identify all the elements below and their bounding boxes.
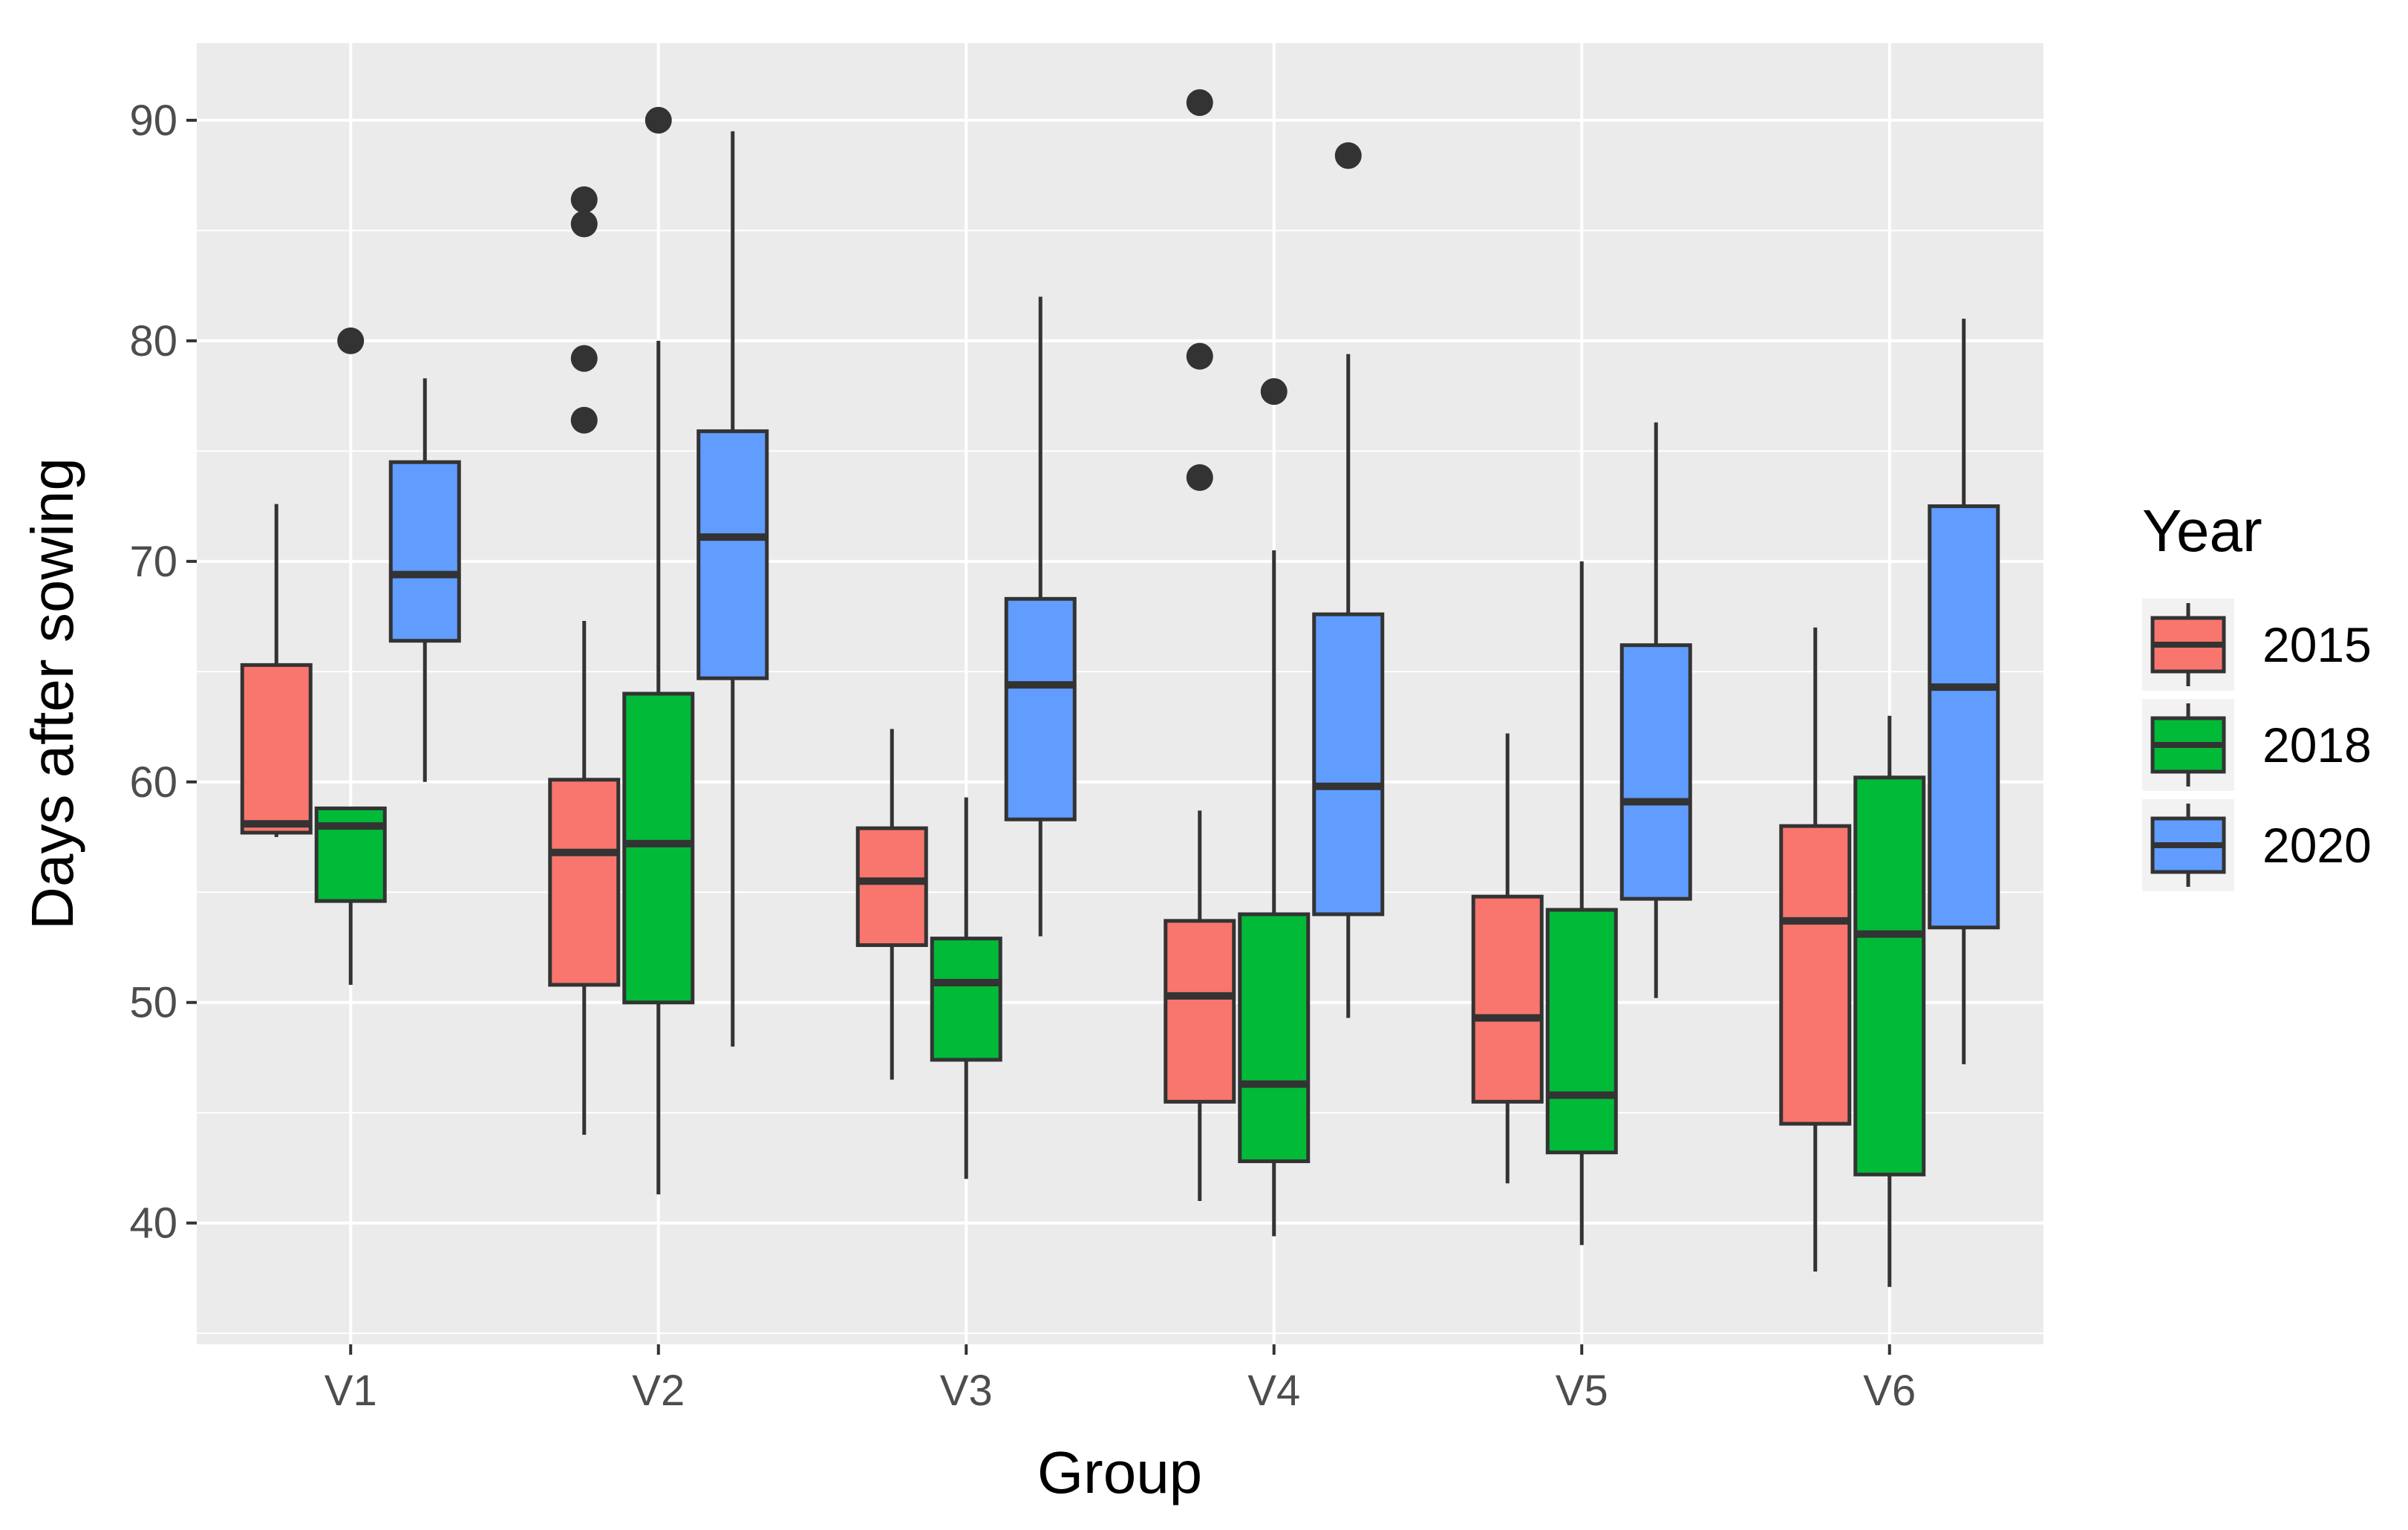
box-iqr — [1471, 894, 1544, 1104]
x-axis-title: Group — [1037, 1439, 1202, 1505]
box-iqr — [1312, 612, 1385, 917]
box-iqr — [855, 826, 928, 948]
box-V5-2020 — [1619, 422, 1692, 998]
y-tick-label: 50 — [129, 979, 177, 1027]
outlier-point — [1260, 378, 1288, 406]
box-V4-2018 — [1238, 378, 1311, 1237]
series-2015 — [240, 89, 1852, 1272]
x-tick-label: V4 — [1247, 1367, 1300, 1415]
y-tick-label: 80 — [129, 317, 177, 365]
x-tick-label: V1 — [324, 1367, 377, 1415]
y-tick-label: 90 — [129, 97, 177, 145]
box-V5-2015 — [1471, 733, 1544, 1184]
box-V4-2020 — [1312, 142, 1385, 1018]
legend-item-2015: 2015 — [2142, 599, 2372, 691]
box-iqr — [930, 937, 1002, 1062]
box-V3-2018 — [930, 797, 1002, 1179]
box-V6-2020 — [1928, 319, 2000, 1064]
legend-label: 2015 — [2262, 617, 2372, 672]
box-V2-2015 — [548, 186, 621, 1135]
legend-label: 2018 — [2262, 717, 2372, 772]
box-iqr — [388, 460, 461, 643]
legend-title: Year — [2142, 498, 2262, 564]
legend-item-2018: 2018 — [2142, 699, 2372, 791]
y-tick-label: 70 — [129, 538, 177, 586]
box-iqr — [314, 806, 387, 903]
outlier-point — [1186, 463, 1213, 491]
box-V6-2018 — [1853, 715, 1926, 1287]
outlier-point — [1186, 342, 1213, 370]
box-iqr — [696, 429, 769, 680]
outlier-point — [645, 106, 672, 134]
box-V3-2015 — [855, 729, 928, 1080]
box-iqr — [1853, 775, 1926, 1176]
series-2018 — [314, 106, 1926, 1287]
box-V4-2015 — [1164, 89, 1236, 1201]
outlier-point — [570, 186, 598, 213]
box-iqr — [240, 663, 313, 835]
y-tick-label: 60 — [129, 758, 177, 807]
box-V5-2018 — [1545, 561, 1618, 1246]
series-2020 — [388, 131, 2000, 1064]
box-V3-2020 — [1004, 296, 1077, 937]
y-axis-ticks: 40 50 60 70 80 90 — [129, 97, 197, 1248]
legend-label: 2020 — [2262, 818, 2372, 873]
legend-item-2020: 2020 — [2142, 799, 2372, 891]
x-tick-label: V5 — [1556, 1367, 1608, 1415]
box-iqr — [1779, 824, 1852, 1126]
box-iqr — [1928, 504, 2000, 930]
outlier-point — [570, 345, 598, 372]
y-axis-title: Days after sowing — [19, 458, 85, 930]
minor-gridlines — [197, 230, 2043, 1335]
box-iqr — [1238, 912, 1311, 1164]
box-iqr — [1545, 908, 1618, 1155]
box-V2-2020 — [696, 131, 769, 1047]
outlier-point — [570, 210, 598, 238]
box-V2-2018 — [622, 106, 695, 1195]
box-V1-2020 — [388, 378, 461, 782]
box-iqr — [1004, 596, 1077, 821]
box-V1-2015 — [240, 504, 313, 838]
box-iqr — [622, 691, 695, 1005]
x-tick-label: V2 — [632, 1367, 685, 1415]
outlier-point — [1334, 142, 1362, 169]
box-iqr — [1619, 643, 1692, 901]
box-V6-2015 — [1779, 627, 1852, 1272]
legend: Year 2015 2018 2020 — [2142, 498, 2372, 891]
x-axis-ticks: V1 V2 V3 V4 V5 V6 — [324, 1344, 1916, 1415]
plot-panel — [197, 43, 2043, 1344]
box-iqr — [548, 778, 621, 987]
outlier-point — [1186, 89, 1213, 117]
x-tick-label: V3 — [940, 1367, 993, 1415]
box-iqr — [1164, 919, 1236, 1104]
box-series — [240, 89, 2000, 1287]
outlier-point — [337, 327, 365, 354]
y-tick-label: 40 — [129, 1199, 177, 1248]
x-tick-label: V6 — [1863, 1367, 1916, 1415]
outlier-point — [570, 406, 598, 434]
box-V1-2018 — [314, 327, 387, 985]
